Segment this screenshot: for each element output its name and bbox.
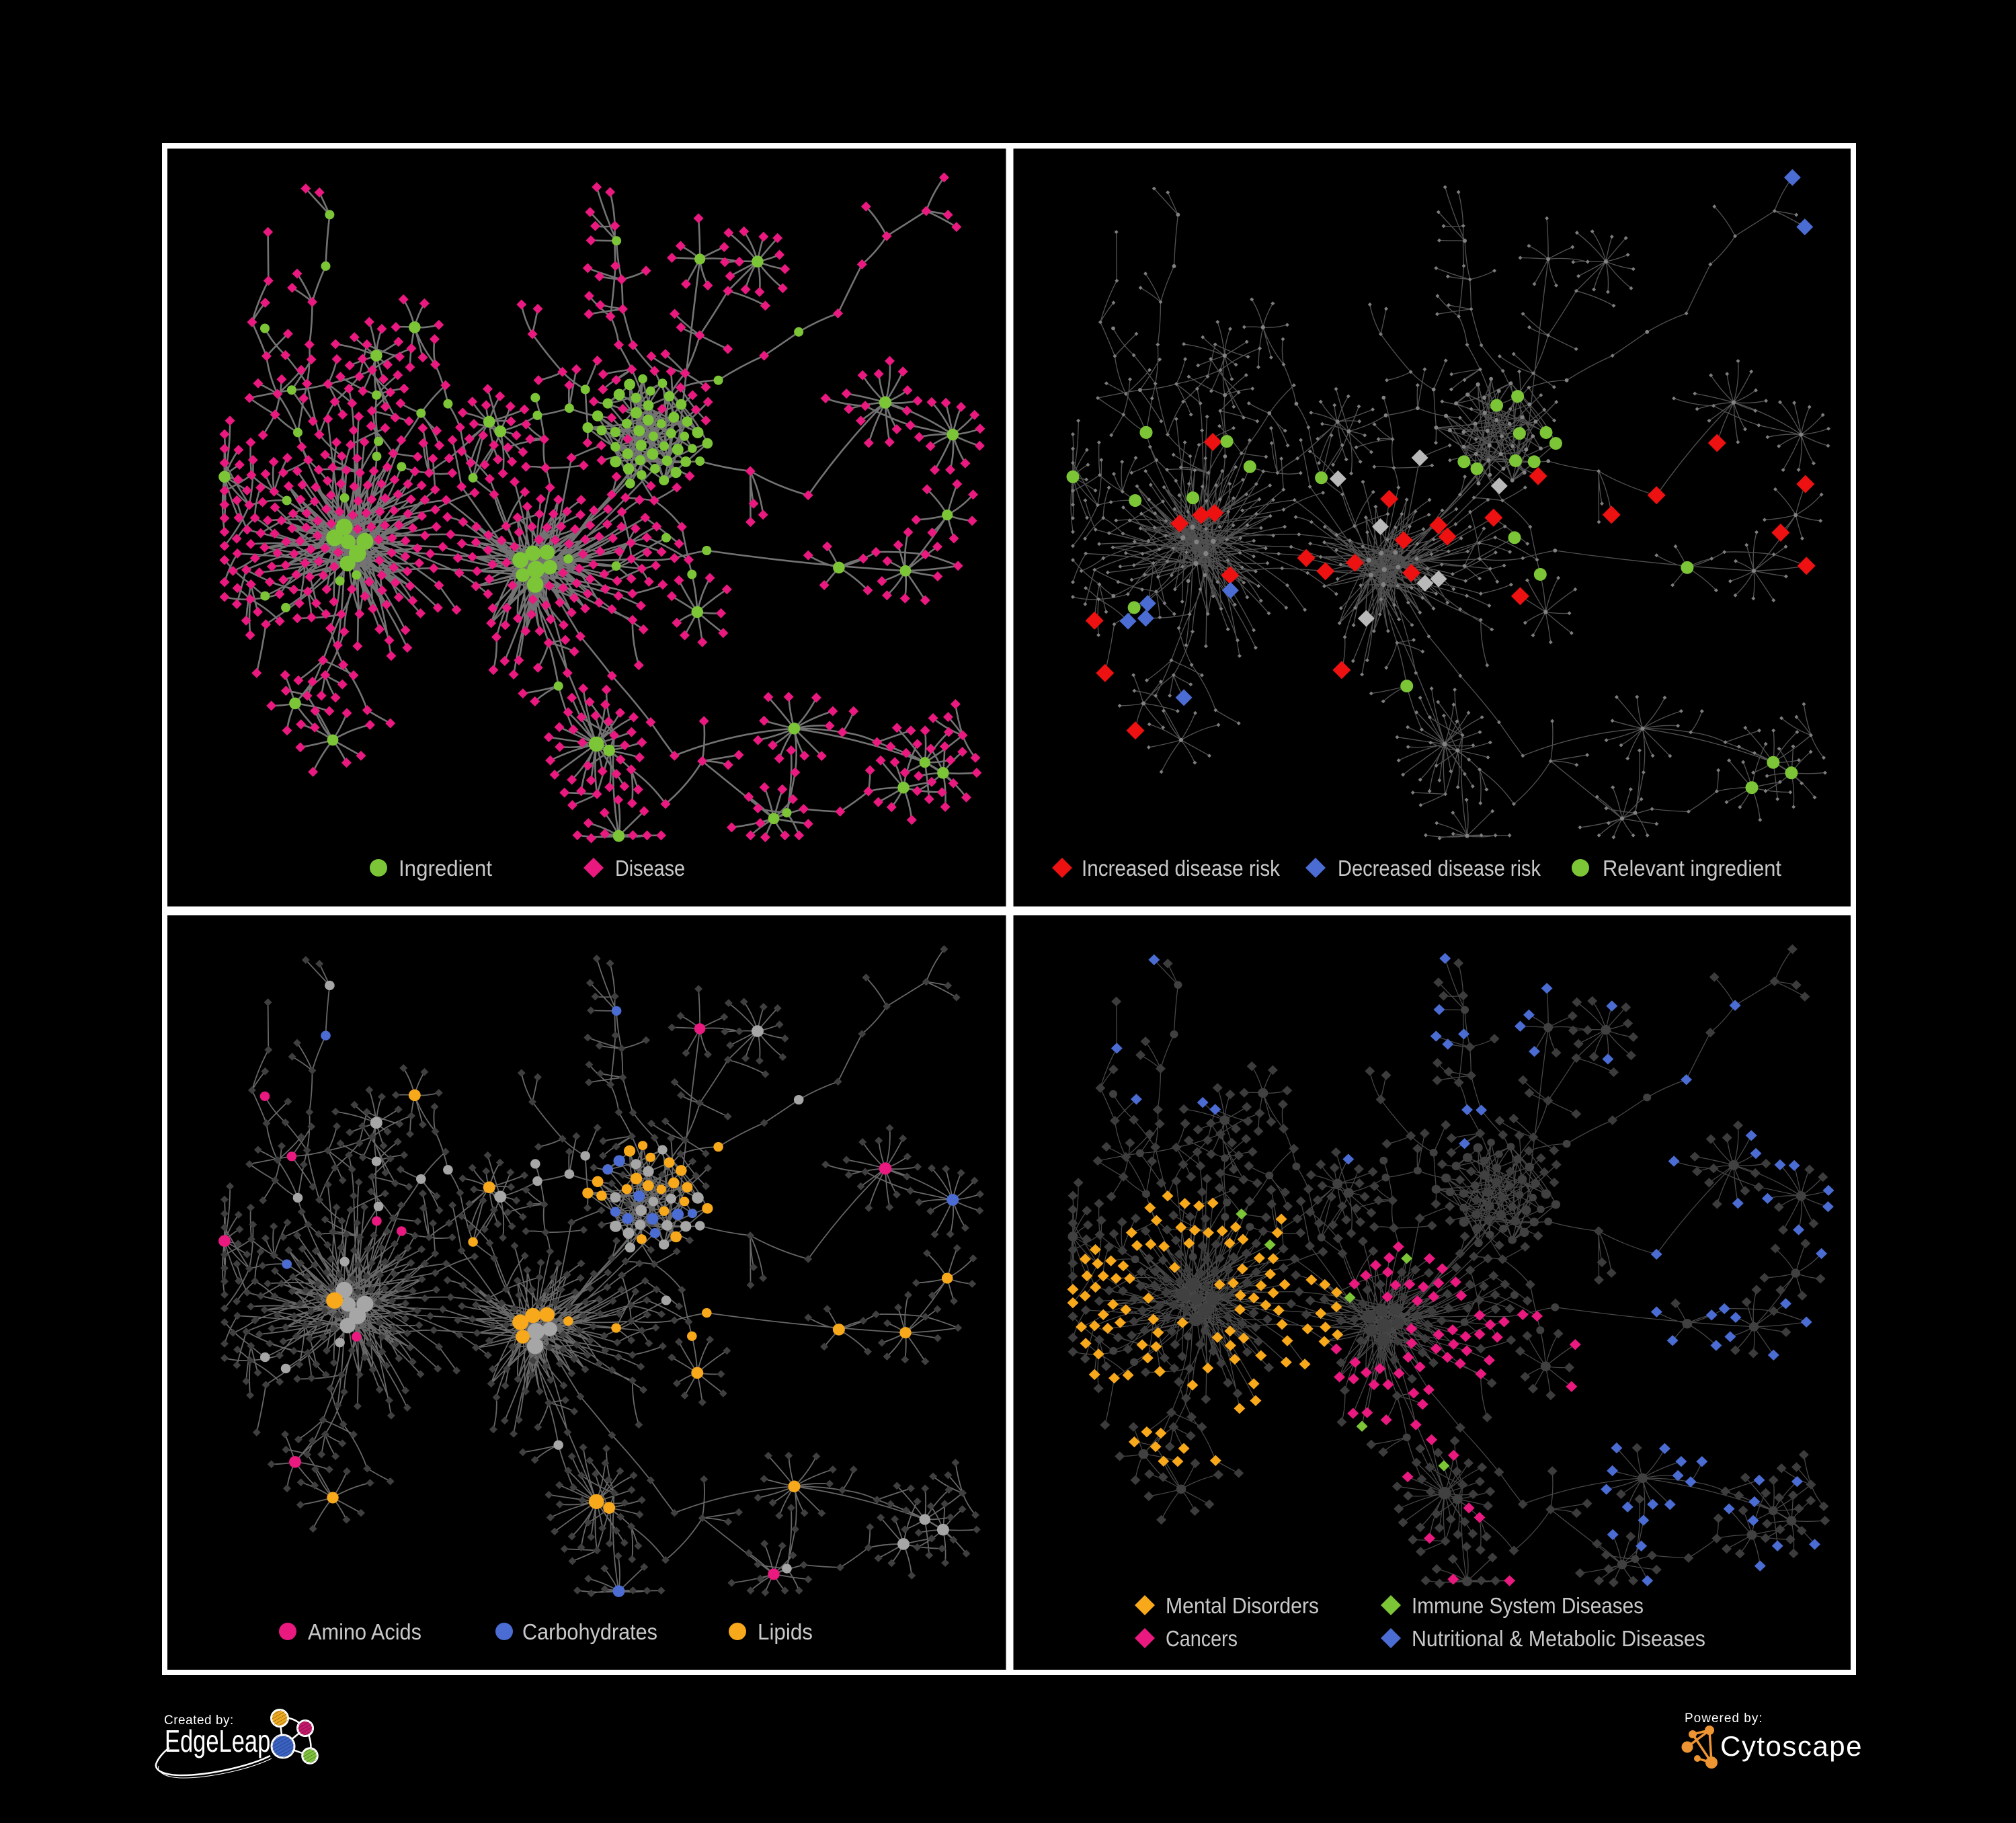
svg-text:Amino Acids: Amino Acids: [308, 1619, 421, 1644]
svg-text:Immune System Diseases: Immune System Diseases: [1412, 1593, 1644, 1618]
svg-text:Lipids: Lipids: [758, 1619, 813, 1644]
svg-text:Increased disease risk: Increased disease risk: [1082, 856, 1280, 881]
svg-text:Ingredient: Ingredient: [399, 856, 492, 881]
svg-text:Disease: Disease: [615, 856, 685, 881]
svg-text:EdgeLeap: EdgeLeap: [165, 1724, 270, 1758]
svg-text:Nutritional & Metabolic Diseas: Nutritional & Metabolic Diseases: [1412, 1626, 1705, 1651]
svg-text:Created by:: Created by:: [164, 1713, 234, 1728]
svg-text:Decreased disease risk: Decreased disease risk: [1338, 856, 1541, 881]
svg-text:Cytoscape: Cytoscape: [1720, 1730, 1863, 1762]
svg-text:Relevant ingredient: Relevant ingredient: [1603, 856, 1781, 881]
svg-text:Cancers: Cancers: [1166, 1626, 1238, 1651]
svg-text:Mental Disorders: Mental Disorders: [1166, 1593, 1319, 1618]
svg-text:Carbohydrates: Carbohydrates: [522, 1619, 657, 1644]
svg-text:Powered by:: Powered by:: [1685, 1711, 1763, 1726]
